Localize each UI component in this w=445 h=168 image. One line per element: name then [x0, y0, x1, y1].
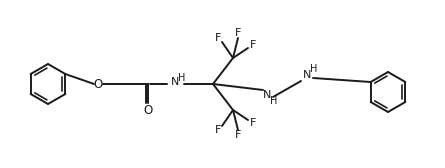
Text: N: N	[303, 70, 311, 80]
Text: O: O	[143, 103, 153, 116]
Text: F: F	[215, 125, 221, 135]
Text: F: F	[250, 40, 256, 50]
Text: N: N	[171, 77, 179, 87]
Text: H: H	[310, 64, 318, 74]
Text: O: O	[93, 77, 103, 91]
Text: F: F	[215, 33, 221, 43]
Text: N: N	[263, 90, 271, 100]
Text: F: F	[235, 28, 241, 38]
Text: F: F	[235, 130, 241, 140]
Text: F: F	[250, 118, 256, 128]
Text: H: H	[270, 96, 278, 106]
Text: H: H	[178, 73, 186, 83]
